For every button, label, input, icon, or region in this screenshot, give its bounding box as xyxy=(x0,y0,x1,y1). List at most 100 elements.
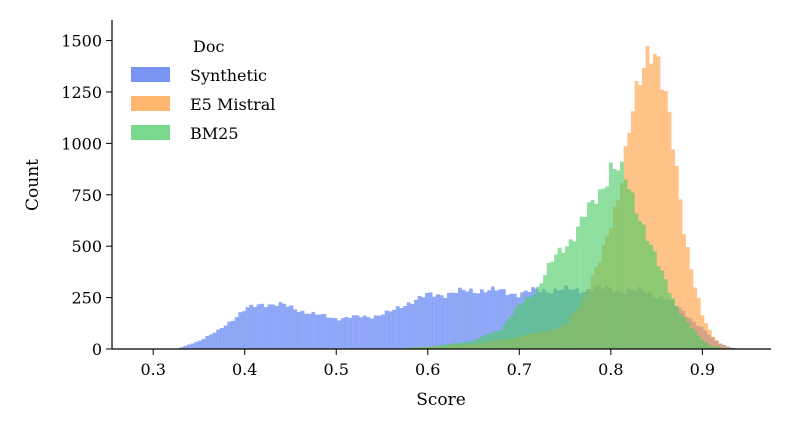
histogram-bar xyxy=(289,305,294,349)
histogram-bar xyxy=(395,306,400,349)
histogram-bar xyxy=(457,287,462,349)
histogram-bar xyxy=(337,320,341,349)
axes xyxy=(111,20,771,350)
histogram-bar xyxy=(674,306,679,349)
histogram-bar xyxy=(656,266,661,349)
histogram-bar xyxy=(685,246,690,349)
histogram-bar xyxy=(392,309,396,349)
histogram-bar xyxy=(179,347,184,349)
histogram-bar xyxy=(484,334,489,349)
histogram-bar xyxy=(373,315,378,349)
histogram-bar xyxy=(487,290,492,349)
histogram-bar xyxy=(322,313,327,349)
y-tick-label: 0 xyxy=(92,340,102,359)
histogram-bar xyxy=(439,295,444,349)
x-tick-label: 0.7 xyxy=(507,360,532,379)
histogram-bar xyxy=(645,45,650,349)
histogram-bar xyxy=(711,346,716,349)
histogram-bar xyxy=(630,192,635,349)
histogram-bar xyxy=(501,289,506,349)
y-tick-label: 1250 xyxy=(61,83,102,102)
histogram-bar xyxy=(568,239,573,349)
histogram-bar xyxy=(411,347,416,349)
histogram-bar xyxy=(557,247,562,349)
histogram-bar xyxy=(700,315,705,349)
histogram-bar xyxy=(543,275,547,349)
y-tick-label: 1000 xyxy=(61,134,102,153)
histogram-bar xyxy=(315,314,319,349)
legend: Doc Synthetic E5 Mistral BM25 xyxy=(131,37,275,143)
histogram-bar xyxy=(546,262,551,349)
histogram-bar xyxy=(205,335,210,349)
histogram-bar xyxy=(285,306,290,349)
histogram-bar xyxy=(267,304,272,349)
histogram-bar xyxy=(576,226,580,349)
histogram-bar xyxy=(704,323,708,349)
histogram-bar xyxy=(601,188,606,349)
histogram-bar xyxy=(587,202,591,349)
histogram-bar xyxy=(479,289,484,349)
histogram-bar xyxy=(458,342,463,349)
histogram-bar xyxy=(616,170,621,349)
histogram-bar xyxy=(528,296,533,349)
histogram-bar xyxy=(425,347,430,349)
histogram-bar xyxy=(649,63,654,349)
histogram-bar xyxy=(660,89,665,349)
histogram-bar xyxy=(414,299,418,349)
histogram-bar xyxy=(220,328,224,349)
histogram-bar xyxy=(663,279,668,349)
histogram-bar xyxy=(447,343,452,349)
histogram-bar xyxy=(583,216,588,349)
histogram-bar xyxy=(521,302,525,349)
histogram-bar xyxy=(241,311,246,349)
histogram-bar xyxy=(550,261,555,349)
histogram-bar xyxy=(715,346,719,349)
histogram-bar xyxy=(652,251,657,349)
histogram-bar xyxy=(513,307,518,349)
histogram-bar xyxy=(707,344,712,349)
histogram-bar xyxy=(462,342,467,349)
histogram-bar xyxy=(461,289,466,349)
x-axis-label: Score xyxy=(416,390,466,410)
histogram-bar xyxy=(554,254,558,349)
histogram-bar xyxy=(594,203,599,349)
histogram-bar xyxy=(440,344,445,349)
series-bm25 xyxy=(382,161,730,349)
histogram-bar xyxy=(502,323,507,349)
histogram-bar xyxy=(187,344,191,349)
histogram-bar xyxy=(678,313,683,349)
histogram-bar xyxy=(711,336,716,349)
histogram-bar xyxy=(674,165,679,349)
histogram-bar xyxy=(652,53,657,350)
histogram-bar xyxy=(506,318,511,349)
histogram-bar xyxy=(490,286,495,349)
legend-swatch-e5-mistral xyxy=(131,96,170,111)
histogram-bar xyxy=(623,179,628,349)
histogram-bar xyxy=(433,346,438,349)
histogram-bar xyxy=(271,304,276,349)
histogram-bar xyxy=(422,347,427,349)
histogram-bar xyxy=(483,292,488,349)
histogram-bar xyxy=(667,111,672,349)
histogram-bar xyxy=(671,298,676,349)
legend-swatch-bm25 xyxy=(131,125,170,140)
histogram-bar xyxy=(381,314,385,349)
histogram-bar xyxy=(403,306,407,349)
histogram-bar xyxy=(682,234,687,349)
histogram-bar xyxy=(517,304,522,349)
histogram-bar xyxy=(304,313,309,349)
histogram-bar xyxy=(627,189,632,349)
histogram-bar xyxy=(238,312,243,349)
histogram-bar xyxy=(425,293,429,349)
histogram-bar xyxy=(722,345,727,349)
histogram-bar xyxy=(685,322,690,349)
histogram-bar xyxy=(293,309,298,349)
histogram-bar xyxy=(656,56,661,349)
histogram-bar xyxy=(634,213,639,349)
histogram-bar xyxy=(476,293,481,349)
histogram-bar xyxy=(700,340,705,349)
histogram-bar xyxy=(318,314,323,349)
histogram-bar xyxy=(451,343,456,349)
histogram-bar xyxy=(429,346,434,349)
